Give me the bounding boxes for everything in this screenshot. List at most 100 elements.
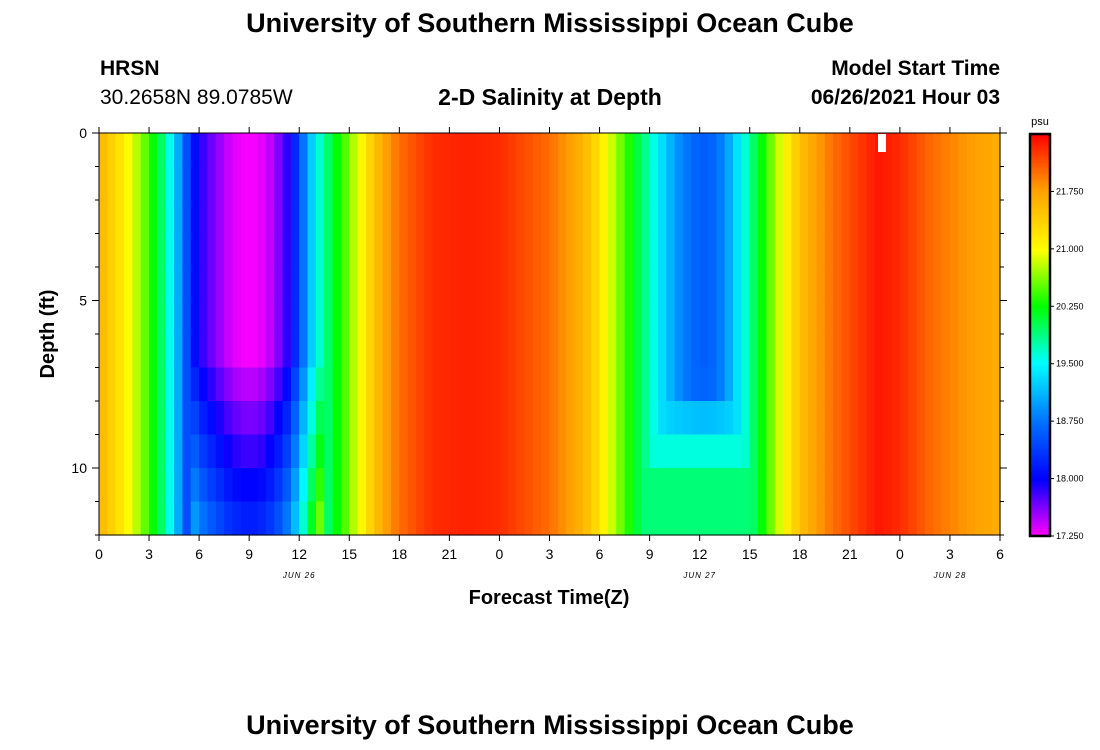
heatmap-cell <box>849 501 859 536</box>
heatmap-cell <box>808 200 818 235</box>
heatmap-cell <box>791 434 801 469</box>
heatmap-cell <box>649 334 659 369</box>
heatmap-cell <box>949 233 959 268</box>
heatmap-cell <box>924 401 934 436</box>
heatmap-cell <box>908 133 918 168</box>
heatmap-cell <box>516 166 526 201</box>
heatmap-cell <box>482 401 492 436</box>
heatmap-cell <box>716 200 726 235</box>
heatmap-cell <box>207 468 217 503</box>
heatmap-cell <box>607 468 617 503</box>
heatmap-cell <box>407 166 417 201</box>
heatmap-cell <box>591 233 601 268</box>
heatmap-cell <box>899 434 909 469</box>
heatmap-cell <box>165 401 175 436</box>
heatmap-cell <box>282 434 292 469</box>
heatmap-cell <box>407 468 417 503</box>
heatmap-cell <box>566 434 576 469</box>
heatmap-cell <box>132 233 142 268</box>
heatmap-cell <box>708 267 717 302</box>
heatmap-cell <box>474 334 484 369</box>
heatmap-cell <box>399 166 409 201</box>
heatmap-cell <box>265 468 275 503</box>
heatmap-cell <box>324 300 334 335</box>
heatmap-cell <box>349 166 359 201</box>
heatmap-cell <box>883 401 893 436</box>
heatmap-cell <box>574 300 584 335</box>
heatmap-cell <box>774 501 784 536</box>
heatmap-cell <box>783 133 793 168</box>
heatmap-cell <box>507 133 517 168</box>
heatmap-cell <box>983 300 993 335</box>
heatmap-cell <box>207 233 217 268</box>
heatmap-cell <box>941 334 951 369</box>
heatmap-cell <box>599 166 609 201</box>
heatmap-cell <box>749 166 759 201</box>
heatmap-cell <box>991 267 1001 302</box>
heatmap-cell <box>899 233 909 268</box>
heatmap-cell <box>332 334 342 369</box>
heatmap-cell <box>482 133 492 168</box>
heatmap-cell <box>357 367 367 402</box>
heatmap-cell <box>257 300 267 335</box>
heatmap-cell <box>799 501 809 536</box>
heatmap-cell <box>99 501 108 536</box>
heatmap-cell <box>766 434 776 469</box>
heatmap-cell <box>566 367 576 402</box>
heatmap-cell <box>165 300 175 335</box>
heatmap-cell <box>983 501 993 536</box>
x-tick-label: 21 <box>842 546 858 562</box>
heatmap-cell <box>424 367 434 402</box>
heatmap-cell <box>424 401 434 436</box>
heatmap-cell <box>224 334 234 369</box>
heatmap-cell <box>215 434 225 469</box>
heatmap-cell <box>674 501 684 536</box>
heatmap-cell <box>457 468 467 503</box>
heatmap-cell <box>207 367 217 402</box>
heatmap-cell <box>190 501 200 536</box>
heatmap-cell <box>657 200 667 235</box>
heatmap-cell <box>733 334 742 369</box>
heatmap-cell <box>841 133 851 168</box>
heatmap-cell <box>657 166 667 201</box>
heatmap-cell <box>249 133 259 168</box>
heatmap-cell <box>883 133 893 168</box>
heatmap-cell <box>432 233 442 268</box>
heatmap-cell <box>265 233 275 268</box>
heatmap-cell <box>891 501 901 536</box>
heatmap-cell <box>941 267 951 302</box>
heatmap-cell <box>666 300 676 335</box>
heatmap-cell <box>783 401 793 436</box>
heatmap-cell <box>616 468 626 503</box>
heatmap-cell <box>466 233 476 268</box>
heatmap-cell <box>849 233 859 268</box>
heatmap-cell <box>741 501 751 536</box>
heatmap-cell <box>799 233 809 268</box>
heatmap-cell <box>407 367 417 402</box>
heatmap-cell <box>165 233 175 268</box>
heatmap-cell <box>891 300 901 335</box>
heatmap-cell <box>499 200 509 235</box>
heatmap-cell <box>657 501 667 536</box>
heatmap-cell <box>265 300 275 335</box>
heatmap-cell <box>249 401 259 436</box>
heatmap-cell <box>374 233 384 268</box>
heatmap-cell <box>274 267 284 302</box>
heatmap-cell <box>574 334 584 369</box>
heatmap-cell <box>716 468 726 503</box>
date-label: JUN 28 <box>933 571 967 580</box>
heatmap-cell <box>499 334 509 369</box>
heatmap-cell <box>315 233 325 268</box>
heatmap-cell <box>641 133 651 168</box>
heatmap-cell <box>466 367 476 402</box>
heatmap-cell <box>416 267 425 302</box>
heatmap-cell <box>933 434 943 469</box>
heatmap-cell <box>449 133 459 168</box>
heatmap-cell <box>682 367 692 402</box>
heatmap-cell <box>182 200 192 235</box>
heatmap-cell <box>290 233 300 268</box>
heatmap-cell <box>340 367 350 402</box>
heatmap-cell <box>574 200 584 235</box>
heatmap-cell <box>299 300 309 335</box>
heatmap-cell <box>566 501 576 536</box>
